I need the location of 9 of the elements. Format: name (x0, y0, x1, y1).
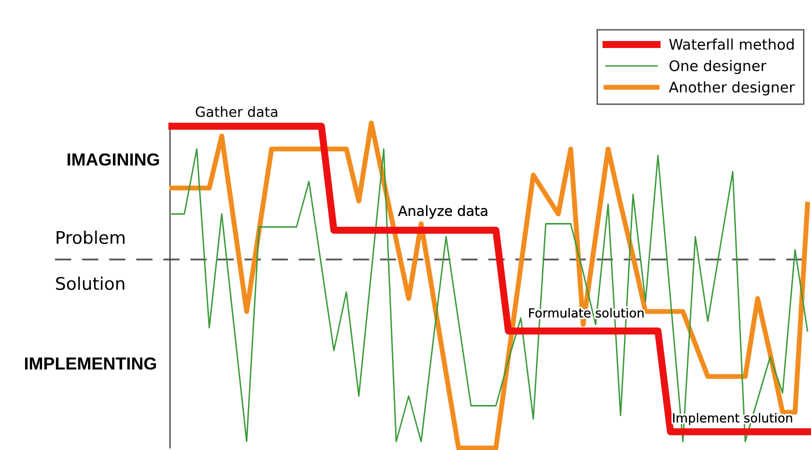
legend-label: One designer (670, 60, 766, 74)
legend-label: Another designer (668, 81, 795, 96)
annotation: Analyze data (398, 205, 488, 219)
text: Problem (56, 230, 124, 244)
text: Gather data (196, 106, 278, 118)
legend-label: Waterfall method (669, 38, 794, 50)
text: Solution (56, 276, 124, 290)
text: IMAGINING (68, 153, 159, 166)
text: IMPLEMENTING (25, 357, 156, 370)
